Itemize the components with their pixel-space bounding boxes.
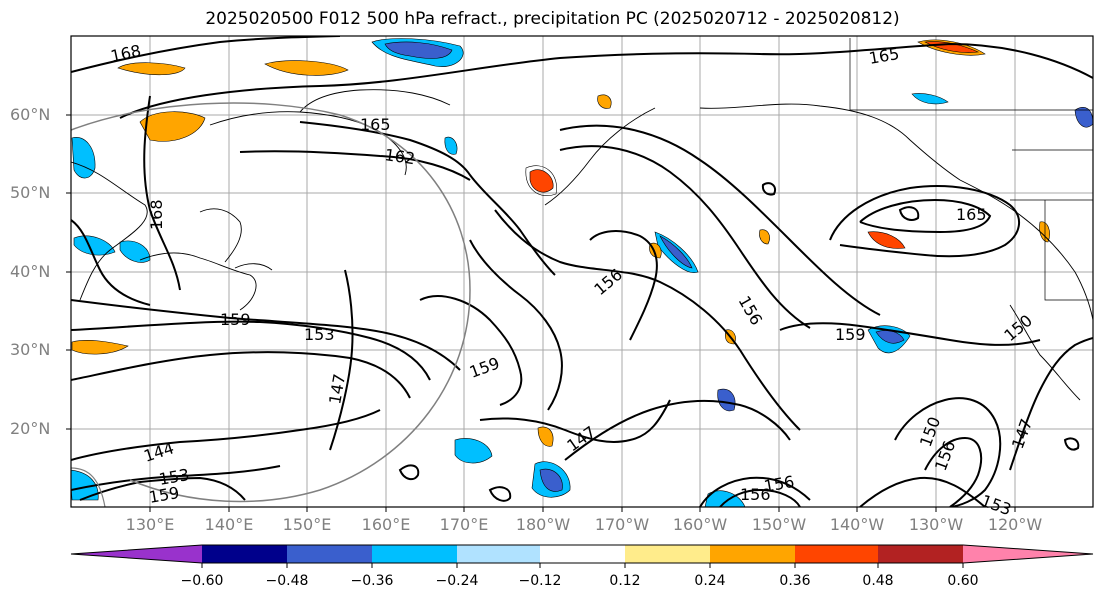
patch-neg-dark (539, 468, 563, 492)
colorbar-segment (71, 545, 202, 563)
lon-label: 140°E (204, 515, 254, 534)
patch-neg (1074, 107, 1093, 128)
lon-label: 120°W (987, 515, 1043, 534)
patch-pos (759, 229, 770, 245)
contour-label: 156 (740, 485, 771, 504)
lat-label: 40°N (10, 262, 51, 281)
patch-pos (117, 62, 186, 76)
colorbar-segment (457, 545, 540, 563)
patch-pos (71, 340, 129, 355)
colorbar-tick-label: −0.24 (435, 573, 479, 589)
colorbar-segment (710, 545, 795, 563)
lon-label: 160°E (361, 515, 411, 534)
colorbar-tick-label: −0.60 (180, 573, 224, 589)
patch-neg (444, 136, 458, 155)
colorbar-tick-label: 0.60 (947, 573, 979, 589)
colorbar-tick-label: −0.12 (518, 573, 562, 589)
contour-label: 159 (835, 325, 866, 344)
colorbar-tick-label: −0.36 (350, 573, 394, 589)
colorbar (70, 544, 1094, 568)
lon-label: 180°W (515, 515, 571, 534)
borders (849, 38, 1093, 301)
great-circle-small (71, 467, 106, 507)
lat-label: 60°N (10, 105, 51, 124)
lat-label: 30°N (10, 340, 51, 359)
contour-label: 159 (220, 310, 251, 329)
patch-neg-dark (659, 235, 693, 269)
patch-neg (73, 235, 116, 256)
lat-label: 50°N (10, 183, 51, 202)
colorbar-tick-label: −0.48 (265, 573, 309, 589)
colorbar-tick-label: 0.24 (694, 573, 726, 589)
lon-label: 170°W (594, 515, 650, 534)
precip-patches (71, 38, 1093, 507)
contour-label: 165 (956, 205, 987, 224)
patch-neg (71, 137, 96, 179)
contour-label: 165 (360, 115, 391, 134)
map-title: 2025020500 F012 500 hPa refract., precip… (205, 9, 900, 29)
contour-label: 153 (304, 325, 335, 344)
patch-pos (537, 426, 554, 447)
great-circle (71, 102, 471, 503)
patch-neg (119, 240, 151, 263)
colorbar-tick-label: 0.36 (779, 573, 811, 589)
colorbar-segment (963, 545, 1093, 563)
patch-pos (597, 94, 612, 109)
patch-pos-strong (867, 231, 906, 249)
lon-label: 130°E (125, 515, 175, 534)
colorbar-segment (287, 545, 372, 563)
patch-pos (139, 111, 206, 142)
contour-labels: 168 165 162 168 159 153 147 144 153 159 … (109, 41, 1036, 519)
colorbar-segment (372, 545, 457, 563)
contour-label: 168 (147, 199, 166, 230)
lat-label: 20°N (10, 419, 51, 438)
colorbar-segment (625, 545, 710, 563)
colorbar-tick-label: 0.12 (609, 573, 641, 589)
lon-label: 150°E (282, 515, 332, 534)
patch-neg-dark (384, 41, 453, 59)
colorbar-segment (795, 545, 878, 563)
colorbar-segment (202, 545, 287, 563)
colorbar-tick-label: 0.48 (862, 573, 894, 589)
lon-label: 130°W (908, 515, 964, 534)
patch-pos (264, 60, 349, 76)
patch-pos-strong (529, 169, 554, 193)
patch-pos (1039, 221, 1050, 243)
tick-marks (66, 114, 1016, 512)
lon-label: 140°W (829, 515, 885, 534)
lon-label: 170°E (439, 515, 489, 534)
lon-label: 150°W (751, 515, 807, 534)
patch-neg (71, 469, 99, 501)
colorbar-segment (878, 545, 963, 563)
colorbar-segment (540, 545, 625, 563)
patch-neg (454, 438, 493, 464)
contour-label: 162 (383, 145, 416, 168)
refractivity-contours (71, 36, 1093, 507)
lon-label: 160°W (672, 515, 728, 534)
patch-neg (911, 93, 949, 105)
